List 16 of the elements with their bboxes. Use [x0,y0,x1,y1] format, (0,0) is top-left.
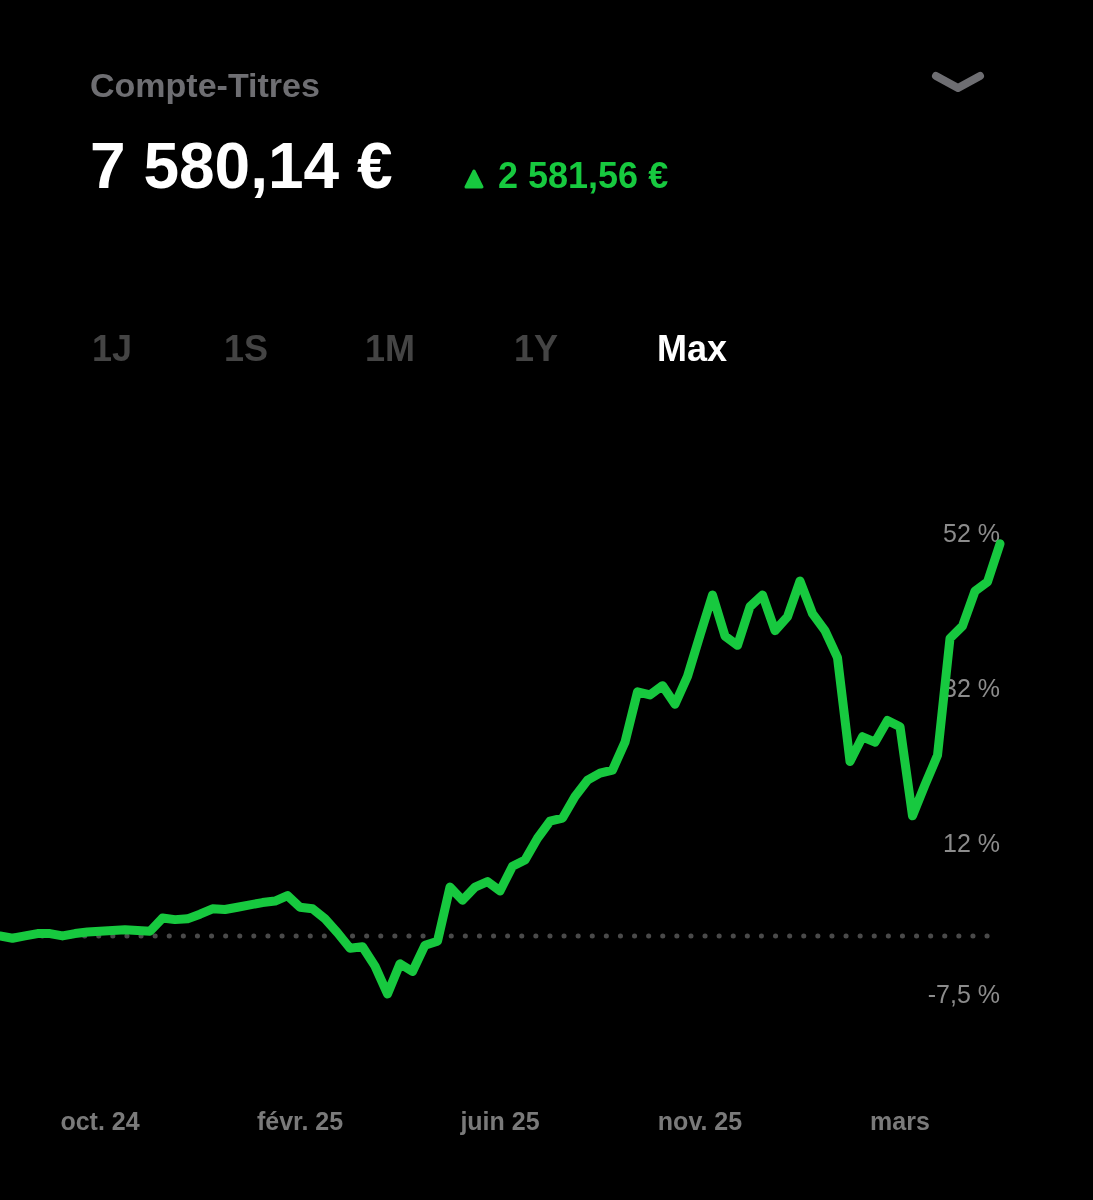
x-tick-label: févr. 25 [256,1107,344,1135]
x-tick-label: oct. 24 [60,1107,140,1135]
text: 2 581,56 € [498,155,669,196]
text: Max [656,328,728,369]
x-tick-label: juin 25 [459,1107,540,1135]
text: 1S [223,328,269,369]
text: 1Y [513,328,559,369]
chart-title: Compte-Titres [90,66,320,104]
y-tick-label: -7,5 % [927,979,1000,1008]
text: 7 580,14 € [90,130,393,202]
y-tick-label: 12 % [943,828,1000,857]
y-tick-label: 52 % [943,518,1000,547]
text: 1J [91,328,133,369]
text: 1M [364,328,416,369]
x-tick-label: nov. 25 [657,1107,743,1135]
x-tick-label: mars [870,1107,930,1135]
